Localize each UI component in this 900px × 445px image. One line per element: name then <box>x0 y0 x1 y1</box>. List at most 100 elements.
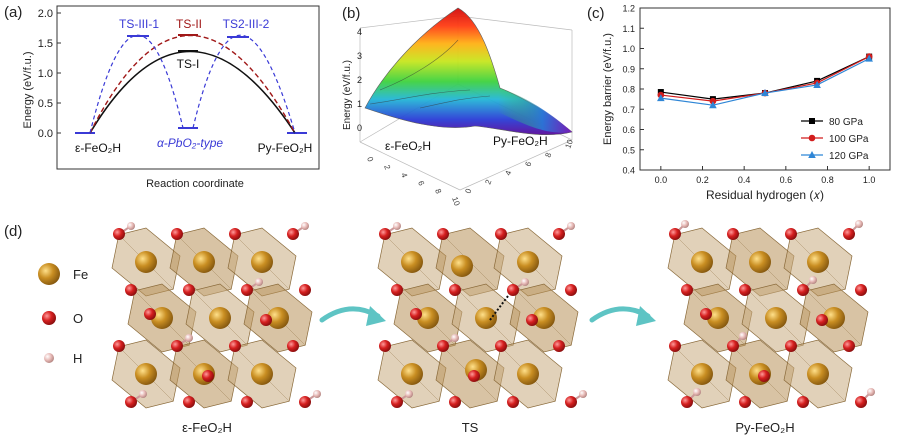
fe-octahedron <box>111 339 181 409</box>
curve-ts3-1 <box>89 34 184 134</box>
fe-octahedron <box>783 227 853 297</box>
panel-b-tag: (b) <box>342 5 360 22</box>
structure-label-py: Py-FeO₂H <box>735 420 794 435</box>
chart-c-ytick-label: 0.6 <box>622 125 635 135</box>
chart-c-xticks: 0.0 0.2 0.4 0.6 0.8 1.0 <box>655 166 876 185</box>
chart-c-ytick-label: 0.5 <box>622 145 635 155</box>
o-atom <box>260 314 272 326</box>
panel-a-xlabel: Reaction coordinate <box>146 178 244 190</box>
panel-a-ytick: 0.5 <box>38 98 53 110</box>
structure-label-ts: TS <box>462 420 479 435</box>
o-atom <box>816 314 828 326</box>
fe-atom-icon <box>38 263 60 285</box>
series-point-2 <box>761 89 769 97</box>
fe-octahedron <box>683 283 753 353</box>
fe-atom <box>533 307 555 329</box>
o-atom <box>855 396 867 408</box>
o-atom <box>507 284 519 296</box>
chart-c-yticks: 0.4 0.5 0.6 0.7 0.8 0.9 1.0 1.1 1.2 <box>622 4 644 176</box>
o-atom <box>495 340 507 352</box>
series-point-2 <box>865 54 873 62</box>
legend-marker-2 <box>808 151 816 158</box>
panel-b-tick: 4 <box>399 172 409 180</box>
o-atom <box>758 370 770 382</box>
panel-a-ytick: 1.0 <box>38 68 53 80</box>
series-point-0 <box>814 77 821 84</box>
chart-c-legend: 80 GPa 100 GPa 120 GPa <box>801 117 869 162</box>
series-point-0 <box>709 96 716 103</box>
o-atom <box>449 284 461 296</box>
legend-label-2: 120 GPa <box>829 151 869 162</box>
fe-atom <box>193 363 215 385</box>
o-atom <box>437 228 449 240</box>
series-point-1 <box>813 79 821 87</box>
o-atom-icon <box>42 311 56 325</box>
transition-arrow-2-head <box>636 306 656 326</box>
fe-atom <box>465 359 487 381</box>
fe-octahedron <box>243 283 313 353</box>
structure-epsilon <box>111 222 321 409</box>
fe-octahedron <box>377 227 447 297</box>
fe-atom <box>707 307 729 329</box>
series-point-1 <box>657 91 665 99</box>
o-atom <box>507 396 519 408</box>
series-line-0 <box>660 56 870 100</box>
fe-atom <box>193 251 215 273</box>
chart-c-xtick-label: 0.8 <box>821 175 834 185</box>
panel-b-tick: 0 <box>463 187 473 195</box>
transition-arrow-1 <box>319 306 381 323</box>
o-atom <box>553 340 565 352</box>
panel-a-tag: (a) <box>4 4 22 21</box>
o-atom <box>287 340 299 352</box>
series-point-0 <box>762 90 768 97</box>
chart-c-xtick-label: 0.0 <box>655 175 668 185</box>
series-point-1 <box>709 97 717 105</box>
o-atom <box>843 340 855 352</box>
o-atom <box>565 284 577 296</box>
fe-atom <box>749 251 771 273</box>
fe-atom <box>823 307 845 329</box>
label-ts1: TS-I <box>177 57 200 71</box>
panel-b-ztick: 1 <box>357 99 362 109</box>
panel-b-ztick: 0 <box>357 123 362 133</box>
h-atom-icon <box>44 353 54 363</box>
panel-b-tick: 8 <box>543 151 553 159</box>
panel-c-tag: (c) <box>587 5 605 22</box>
o-atom <box>299 284 311 296</box>
curve-ts2 <box>89 34 296 134</box>
fe-octahedron <box>435 227 505 297</box>
structure-ts <box>377 222 587 409</box>
fe-atom <box>267 307 289 329</box>
o-atom <box>700 308 712 320</box>
o-atom <box>669 340 681 352</box>
label-left: ε-FeO₂H <box>75 141 121 155</box>
hydrogen-bond <box>489 295 509 321</box>
fe-octahedron <box>509 283 579 353</box>
panel-b-tick: 10 <box>563 138 575 150</box>
h-atom <box>681 220 689 228</box>
chart-c-xlabel: Residual hydrogen (𝑥) <box>706 188 824 202</box>
h-atom <box>301 222 309 230</box>
chart-c-ytick-label: 1.2 <box>622 4 635 14</box>
legend-label-1: 100 GPa <box>829 134 869 145</box>
chart-c-xtick-label: 1.0 <box>863 175 876 185</box>
o-atom <box>727 340 739 352</box>
panel-b-ztick: 2 <box>357 75 362 85</box>
panel-a-ytick: 2.0 <box>38 8 53 20</box>
legend-label-0: 80 GPa <box>829 117 863 128</box>
series-point-2 <box>657 94 665 102</box>
h-atom <box>185 334 193 342</box>
panel-b-tick: 2 <box>382 164 392 172</box>
chart-c-xtick-label: 0.4 <box>738 175 751 185</box>
panel-d-tag: (d) <box>4 223 22 240</box>
curve-ts2-3-2 <box>192 34 296 134</box>
fe-octahedron <box>783 339 853 409</box>
o-atom <box>113 340 125 352</box>
fe-atom <box>251 251 273 273</box>
chart-c-xtick-label: 0.6 <box>780 175 793 185</box>
chart-c-ylabel: Energy barrier (eV/f.u.) <box>602 33 614 145</box>
chart-c-ytick-label: 0.4 <box>622 166 635 176</box>
label-right: Py-FeO₂H <box>258 141 313 155</box>
